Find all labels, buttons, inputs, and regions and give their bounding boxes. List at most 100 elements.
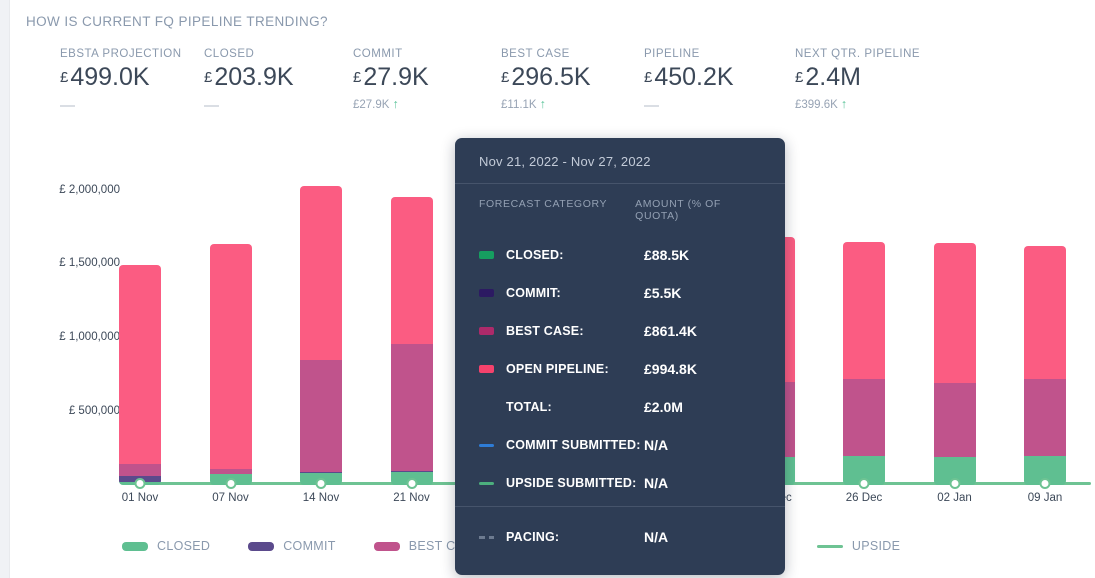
tooltip-row-value: N/A — [644, 529, 669, 545]
tooltip-line-icon — [479, 481, 494, 485]
tooltip-row: OPEN PIPELINE: £994.8K — [479, 350, 761, 388]
tooltip-row-label: OPEN PIPELINE: — [506, 362, 609, 376]
y-axis-tick-label: £ 500,000 — [68, 405, 120, 418]
tooltip-row-value: £88.5K — [644, 247, 690, 263]
kpi-label: CLOSED — [204, 48, 255, 60]
chart-bar[interactable] — [843, 242, 885, 485]
y-axis-tick-label: £ 1,500,000 — [59, 257, 120, 270]
tooltip-row-label: TOTAL: — [506, 400, 552, 414]
tooltip-col-amount: AMOUNT (% OF QUOTA) — [635, 198, 721, 222]
legend-item-commit[interactable]: COMMIT — [248, 539, 335, 553]
tooltip-row-label: UPSIDE SUBMITTED: — [506, 476, 637, 490]
kpi-delta: £399.6K ↑ — [795, 97, 920, 111]
kpi-value: £27.9K — [353, 63, 429, 92]
tooltip-row-label: COMMIT SUBMITTED: — [506, 438, 641, 452]
kpi-label: COMMIT — [353, 48, 403, 60]
x-axis-tick-label: 02 Jan — [937, 492, 972, 504]
kpi-value: £450.2K — [644, 63, 734, 92]
upside-line-point[interactable] — [1039, 478, 1051, 489]
chart-bar[interactable] — [209, 244, 252, 485]
y-axis-tick-label: £ 2,000,000 — [59, 183, 120, 196]
bar-segment-best-case — [843, 379, 885, 457]
tooltip-row-value: £5.5K — [644, 285, 682, 301]
tooltip-dashed-line-icon — [479, 535, 494, 539]
arrow-up-icon: ↑ — [392, 96, 399, 111]
chart-bar[interactable] — [119, 264, 161, 485]
tooltip-row: TOTAL: £2.0M — [479, 388, 761, 426]
bar-segment-open-pipeline — [843, 242, 885, 380]
chart-bar[interactable] — [1024, 246, 1066, 485]
kpi-amount: 499.0K — [70, 63, 150, 91]
bar-segment-open-pipeline — [390, 196, 433, 344]
tooltip-row-value: £861.4K — [644, 323, 697, 339]
tooltip-row: CLOSED: £88.5K — [479, 236, 761, 274]
bar-segment-best-case — [1024, 379, 1066, 457]
x-axis-tick-label: 09 Jan — [1027, 492, 1063, 504]
kpi-label: BEST CASE — [501, 48, 570, 60]
tooltip-row: COMMIT: £5.5K — [479, 274, 761, 312]
bar-segment-best-case — [390, 343, 433, 472]
kpi-amount: 2.4M — [805, 63, 861, 91]
kpi-value: £2.4M — [795, 63, 920, 92]
bar-segment-commit — [390, 471, 433, 472]
x-axis-tick-label: 26 Dec — [845, 492, 883, 504]
bar-segment-open-pipeline — [119, 264, 161, 465]
upside-line-point[interactable] — [858, 478, 870, 489]
bar-segment-best-case — [119, 464, 161, 476]
upside-line-point[interactable] — [315, 478, 327, 489]
tooltip-row-name: BEST CASE: — [479, 324, 644, 338]
bar-segment-open-pipeline — [209, 244, 252, 470]
tooltip-column-headers: FORECAST CATEGORY AMOUNT (% OF QUOTA) — [479, 198, 761, 222]
tooltip-row-value: £994.8K — [644, 361, 697, 377]
tooltip-swatch-icon — [479, 251, 494, 259]
kpi-amount: 203.9K — [214, 63, 294, 91]
legend-item-closed[interactable]: CLOSED — [122, 539, 210, 553]
legend-item-upside[interactable]: UPSIDE — [816, 539, 901, 553]
chart-bar[interactable] — [933, 242, 976, 485]
x-axis-tick-label: 01 Nov — [121, 492, 159, 504]
kpi-delta-none: — — [60, 96, 75, 114]
kpi-delta-value: £399.6K — [795, 98, 838, 111]
upside-line-point[interactable] — [949, 478, 960, 489]
tooltip-date-range: Nov 21, 2022 - Nov 27, 2022 — [455, 138, 785, 184]
kpi-delta-value: £27.9K — [353, 98, 390, 111]
bar-segment-best-case — [209, 469, 252, 474]
kpi-currency: £ — [204, 69, 213, 86]
tooltip-row-name: PACING: — [479, 530, 644, 544]
kpi-currency: £ — [795, 69, 804, 86]
tooltip-row-label: BEST CASE: — [506, 324, 584, 338]
kpi-best-case: BEST CASE £296.5K £11.1K ↑ — [501, 48, 591, 111]
bar-segment-commit — [209, 473, 252, 475]
bar-segment-open-pipeline — [933, 242, 976, 384]
tooltip-row-value: N/A — [644, 475, 669, 491]
kpi-delta-value: £11.1K — [501, 98, 537, 111]
tooltip-swatch-icon — [479, 327, 494, 335]
kpi-next-qtr-pipeline: NEXT QTR. PIPELINE £2.4M £399.6K ↑ — [795, 48, 920, 111]
legend-swatch-icon — [248, 541, 275, 551]
legend-swatch-icon — [122, 541, 148, 551]
kpi-currency: £ — [644, 69, 653, 86]
kpi-closed: CLOSED £203.9K — — [204, 48, 294, 114]
chart-bar[interactable] — [300, 185, 342, 485]
kpi-currency: £ — [353, 69, 362, 86]
chart-bar[interactable] — [390, 196, 433, 485]
x-axis-tick-label: 14 Nov — [302, 492, 340, 504]
page-title: HOW IS CURRENT FQ PIPELINE TRENDING? — [26, 14, 328, 29]
kpi-amount: 450.2K — [654, 63, 734, 91]
upside-line-point[interactable] — [406, 478, 417, 489]
kpi-amount: 27.9K — [363, 63, 429, 91]
bar-segment-open-pipeline — [300, 185, 342, 361]
kpi-pipeline: PIPELINE £450.2K — — [644, 48, 734, 114]
tooltip-swatch-icon — [479, 365, 494, 373]
tooltip-col-category: FORECAST CATEGORY — [479, 198, 608, 210]
legend-label: CLOSED — [157, 539, 211, 553]
bar-segment-commit — [300, 472, 342, 474]
kpi-delta: £27.9K ↑ — [353, 97, 429, 111]
tooltip-swatch-icon — [479, 289, 494, 297]
kpi-currency: £ — [501, 69, 510, 86]
upside-line-point[interactable] — [134, 478, 146, 489]
upside-line-point[interactable] — [225, 478, 236, 489]
kpi-value: £203.9K — [204, 63, 294, 92]
legend-label: UPSIDE — [851, 539, 901, 553]
